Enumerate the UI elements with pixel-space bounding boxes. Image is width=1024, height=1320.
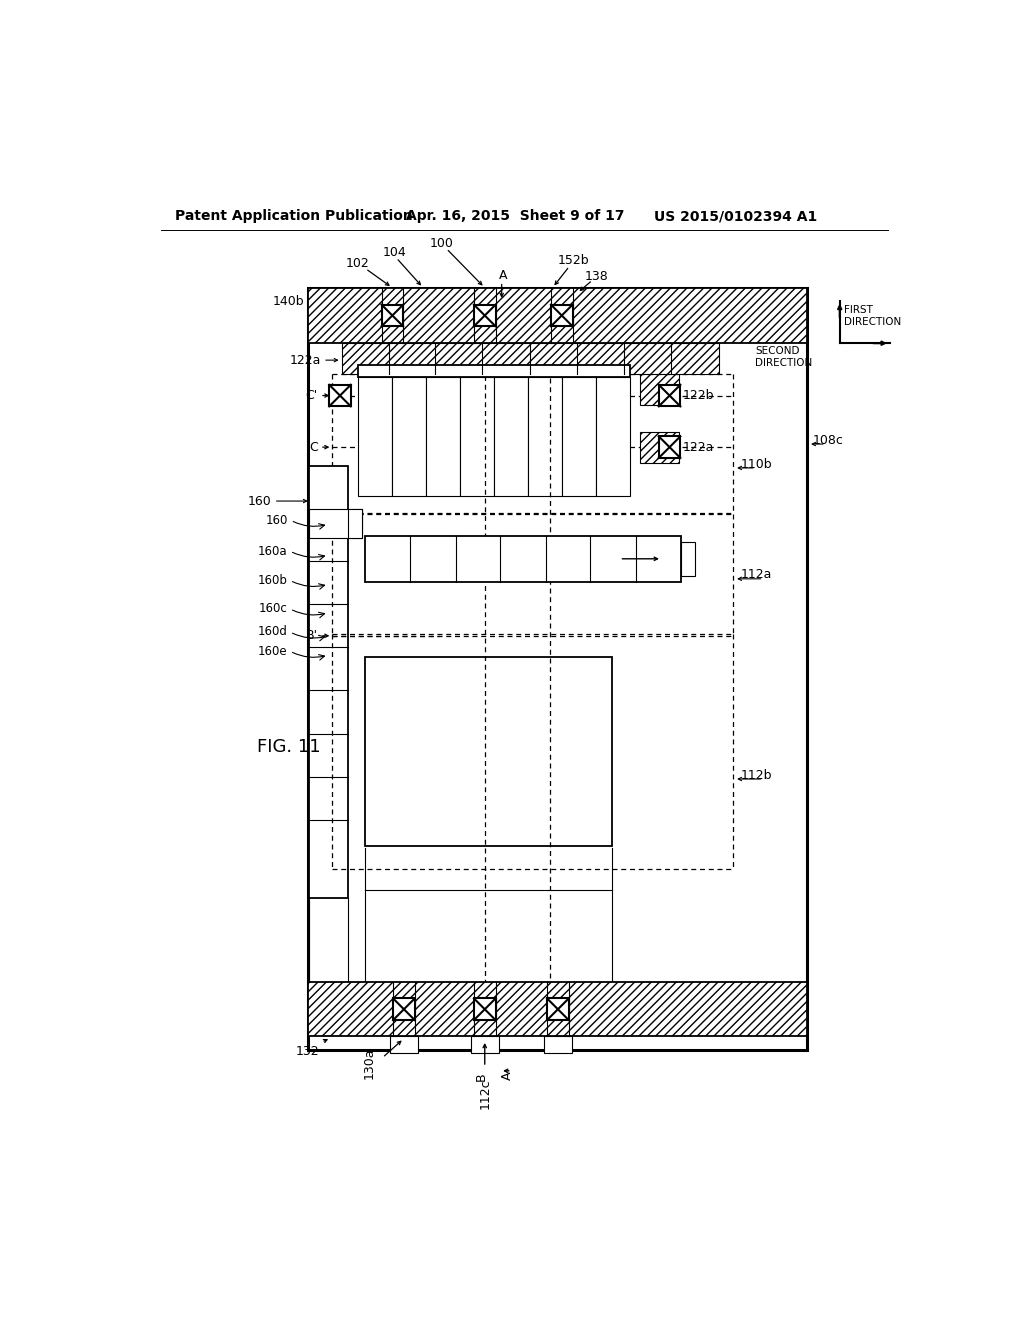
- Text: 122b: 122b: [683, 389, 714, 403]
- Text: 160: 160: [248, 495, 271, 508]
- Text: 132: 132: [296, 1045, 319, 1059]
- Text: 122a: 122a: [683, 441, 714, 454]
- Bar: [309, 508, 361, 539]
- Bar: [658, 437, 680, 458]
- Bar: [471, 1036, 499, 1053]
- Text: C: C: [309, 441, 317, 454]
- Text: 122a: 122a: [290, 354, 322, 367]
- Text: 160a: 160a: [258, 545, 288, 557]
- Bar: [307, 288, 807, 343]
- Text: C': C': [305, 389, 317, 403]
- Text: 112a: 112a: [740, 569, 772, 582]
- Text: A: A: [499, 269, 507, 282]
- Bar: [596, 378, 630, 496]
- Text: 112c: 112c: [478, 1078, 492, 1109]
- Bar: [547, 998, 568, 1020]
- Text: B: B: [474, 1072, 487, 1081]
- Text: 112b: 112b: [740, 768, 772, 781]
- Text: SECOND
DIRECTION: SECOND DIRECTION: [755, 346, 812, 368]
- Text: 138: 138: [585, 269, 608, 282]
- Text: US 2015/0102394 A1: US 2015/0102394 A1: [654, 209, 817, 223]
- Bar: [393, 998, 415, 1020]
- Bar: [681, 543, 695, 576]
- Bar: [309, 466, 348, 898]
- Bar: [358, 364, 630, 378]
- Bar: [474, 305, 496, 326]
- Text: 100: 100: [429, 236, 454, 249]
- Bar: [348, 508, 361, 539]
- Bar: [358, 378, 392, 496]
- Bar: [390, 1036, 418, 1053]
- Bar: [366, 657, 611, 846]
- Text: FIRST
DIRECTION: FIRST DIRECTION: [844, 305, 901, 327]
- Text: 130a: 130a: [362, 1047, 376, 1078]
- Bar: [658, 385, 680, 407]
- Bar: [551, 305, 572, 326]
- Text: 160d: 160d: [258, 626, 288, 639]
- Text: 160: 160: [266, 513, 289, 527]
- Text: 160b: 160b: [258, 574, 288, 587]
- Text: 110b: 110b: [740, 458, 772, 471]
- Text: 102: 102: [346, 257, 370, 271]
- Bar: [330, 385, 351, 407]
- Bar: [307, 288, 807, 1051]
- Text: Patent Application Publication: Patent Application Publication: [175, 209, 413, 223]
- Text: 152b: 152b: [558, 255, 590, 268]
- Bar: [382, 305, 403, 326]
- Text: A: A: [502, 1072, 514, 1081]
- Text: 160c: 160c: [259, 602, 288, 615]
- Bar: [366, 536, 681, 582]
- Bar: [640, 432, 679, 462]
- Bar: [342, 343, 719, 374]
- Text: 108c: 108c: [813, 434, 844, 446]
- Text: 160e: 160e: [258, 644, 288, 657]
- Bar: [562, 378, 596, 496]
- Bar: [544, 1036, 571, 1053]
- Text: 104: 104: [383, 246, 407, 259]
- Bar: [640, 343, 679, 405]
- Bar: [426, 378, 460, 496]
- Bar: [307, 982, 807, 1036]
- Bar: [392, 378, 426, 496]
- Bar: [494, 378, 528, 496]
- Text: B': B': [305, 630, 317, 643]
- Bar: [460, 378, 494, 496]
- Bar: [474, 998, 496, 1020]
- Bar: [528, 378, 562, 496]
- Text: FIG. 11: FIG. 11: [257, 738, 321, 756]
- Text: Apr. 16, 2015  Sheet 9 of 17: Apr. 16, 2015 Sheet 9 of 17: [407, 209, 625, 223]
- Text: 140b: 140b: [272, 296, 304, 309]
